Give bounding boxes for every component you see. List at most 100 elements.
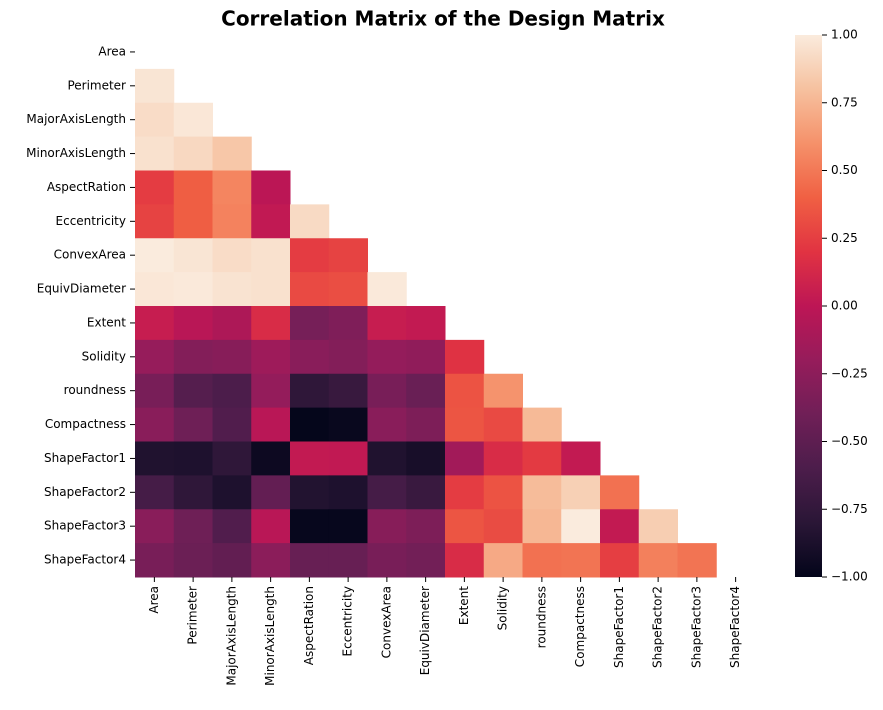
heatmap-cell — [406, 407, 446, 442]
heatmap-cell — [173, 407, 213, 442]
heatmap-cell — [445, 407, 485, 442]
x-tick-label: EquivDiameter — [418, 586, 432, 675]
heatmap-cell — [638, 543, 678, 578]
heatmap-cell — [251, 272, 291, 307]
colorbar-tick-label: 0.75 — [831, 95, 858, 109]
y-tick-label: Compactness — [45, 417, 126, 431]
x-tick-label: AspectRation — [302, 586, 316, 665]
heatmap-cell — [290, 339, 330, 375]
heatmap-cell — [406, 509, 446, 544]
y-tick-label: Extent — [87, 315, 126, 329]
heatmap-cell — [251, 509, 291, 544]
heatmap-cell — [561, 509, 601, 544]
heatmap-cell — [406, 475, 446, 510]
heatmap-cell — [135, 204, 175, 239]
heatmap-cell — [251, 475, 291, 510]
heatmap-cell — [173, 441, 213, 476]
colorbar-tick-label: 0.00 — [831, 299, 858, 313]
heatmap-cell — [173, 339, 213, 375]
heatmap-cell — [328, 441, 368, 476]
heatmap-cell — [251, 373, 291, 409]
heatmap-cell — [483, 373, 523, 409]
heatmap-cell — [328, 407, 368, 442]
heatmap-cell — [212, 509, 252, 544]
y-tick-label: EquivDiameter — [37, 282, 126, 296]
heatmap-cell — [483, 441, 523, 476]
heatmap-cell — [173, 475, 213, 510]
y-tick-label: ShapeFactor1 — [44, 451, 126, 465]
heatmap-cell — [561, 543, 601, 578]
heatmap-cell — [367, 272, 407, 307]
heatmap-cell — [290, 407, 330, 442]
heatmap-cell — [212, 441, 252, 476]
colorbar — [795, 35, 822, 577]
x-tick-label: ShapeFactor3 — [689, 586, 703, 668]
heatmap-cell — [251, 170, 291, 205]
heatmap-cell — [251, 306, 291, 341]
heatmap-cell — [290, 373, 330, 409]
heatmap-cell — [290, 441, 330, 476]
heatmap-cell — [212, 407, 252, 442]
heatmap-cell — [290, 475, 330, 510]
heatmap-cell — [600, 509, 640, 544]
x-tick-label: MinorAxisLength — [263, 586, 277, 686]
heatmap-cell — [212, 204, 252, 239]
heatmap-cell — [251, 204, 291, 239]
heatmap-cell — [212, 306, 252, 341]
colorbar-tick-label: −1.00 — [831, 570, 868, 584]
x-tick-label: Solidity — [496, 586, 510, 630]
y-tick-label: MajorAxisLength — [26, 112, 126, 126]
heatmap-cell — [173, 373, 213, 409]
heatmap-cell — [522, 509, 562, 544]
heatmap-cell — [445, 509, 485, 544]
heatmap-cell — [290, 543, 330, 578]
heatmap-cell — [212, 543, 252, 578]
heatmap-cell — [212, 272, 252, 307]
x-tick-label: roundness — [534, 586, 548, 648]
heatmap-cell — [212, 339, 252, 375]
x-tick-label: Area — [147, 586, 161, 614]
y-tick-label: ShapeFactor2 — [44, 485, 126, 499]
heatmap-cell — [251, 441, 291, 476]
heatmap-cell — [367, 543, 407, 578]
x-tick-label: Eccentricity — [341, 586, 355, 656]
heatmap-cell — [135, 475, 175, 510]
heatmap-cell — [445, 339, 485, 375]
x-tick-label: ConvexArea — [379, 586, 393, 658]
y-tick-label: Eccentricity — [56, 214, 126, 228]
heatmap-cell — [328, 272, 368, 307]
colorbar-tick-label: −0.50 — [831, 434, 868, 448]
y-tick-label: AspectRation — [47, 180, 126, 194]
heatmap-cell — [290, 306, 330, 341]
colorbar-tick-label: 0.25 — [831, 231, 858, 245]
heatmap-cell — [445, 373, 485, 409]
heatmap-cell — [328, 306, 368, 341]
y-tick-label: ShapeFactor3 — [44, 519, 126, 533]
heatmap-cell — [135, 441, 175, 476]
heatmap-cell — [135, 509, 175, 544]
heatmap-cell — [522, 407, 562, 442]
heatmap-cell — [367, 373, 407, 409]
heatmap-cell — [251, 543, 291, 578]
heatmap-cell — [290, 272, 330, 307]
colorbar-tick-label: −0.25 — [831, 366, 868, 380]
x-tick-label: MajorAxisLength — [224, 586, 238, 686]
heatmap-cell — [328, 238, 368, 273]
heatmap-cell — [445, 475, 485, 510]
heatmap-cell — [212, 238, 252, 273]
x-tick-label: ShapeFactor4 — [728, 586, 742, 668]
heatmap-cell — [173, 170, 213, 205]
heatmap-cell — [173, 543, 213, 578]
heatmap-cell — [135, 272, 175, 307]
heatmap-cell — [135, 306, 175, 341]
x-tick-label: ShapeFactor1 — [612, 586, 626, 668]
heatmap-cell — [522, 543, 562, 578]
heatmap-cell — [367, 407, 407, 442]
heatmap-cell — [445, 543, 485, 578]
heatmap-cell — [135, 102, 175, 138]
heatmap-cell — [135, 170, 175, 205]
heatmap-cell — [483, 407, 523, 442]
heatmap-cell — [600, 543, 640, 578]
heatmap-cell — [445, 441, 485, 476]
y-tick-label: ConvexArea — [54, 248, 126, 262]
